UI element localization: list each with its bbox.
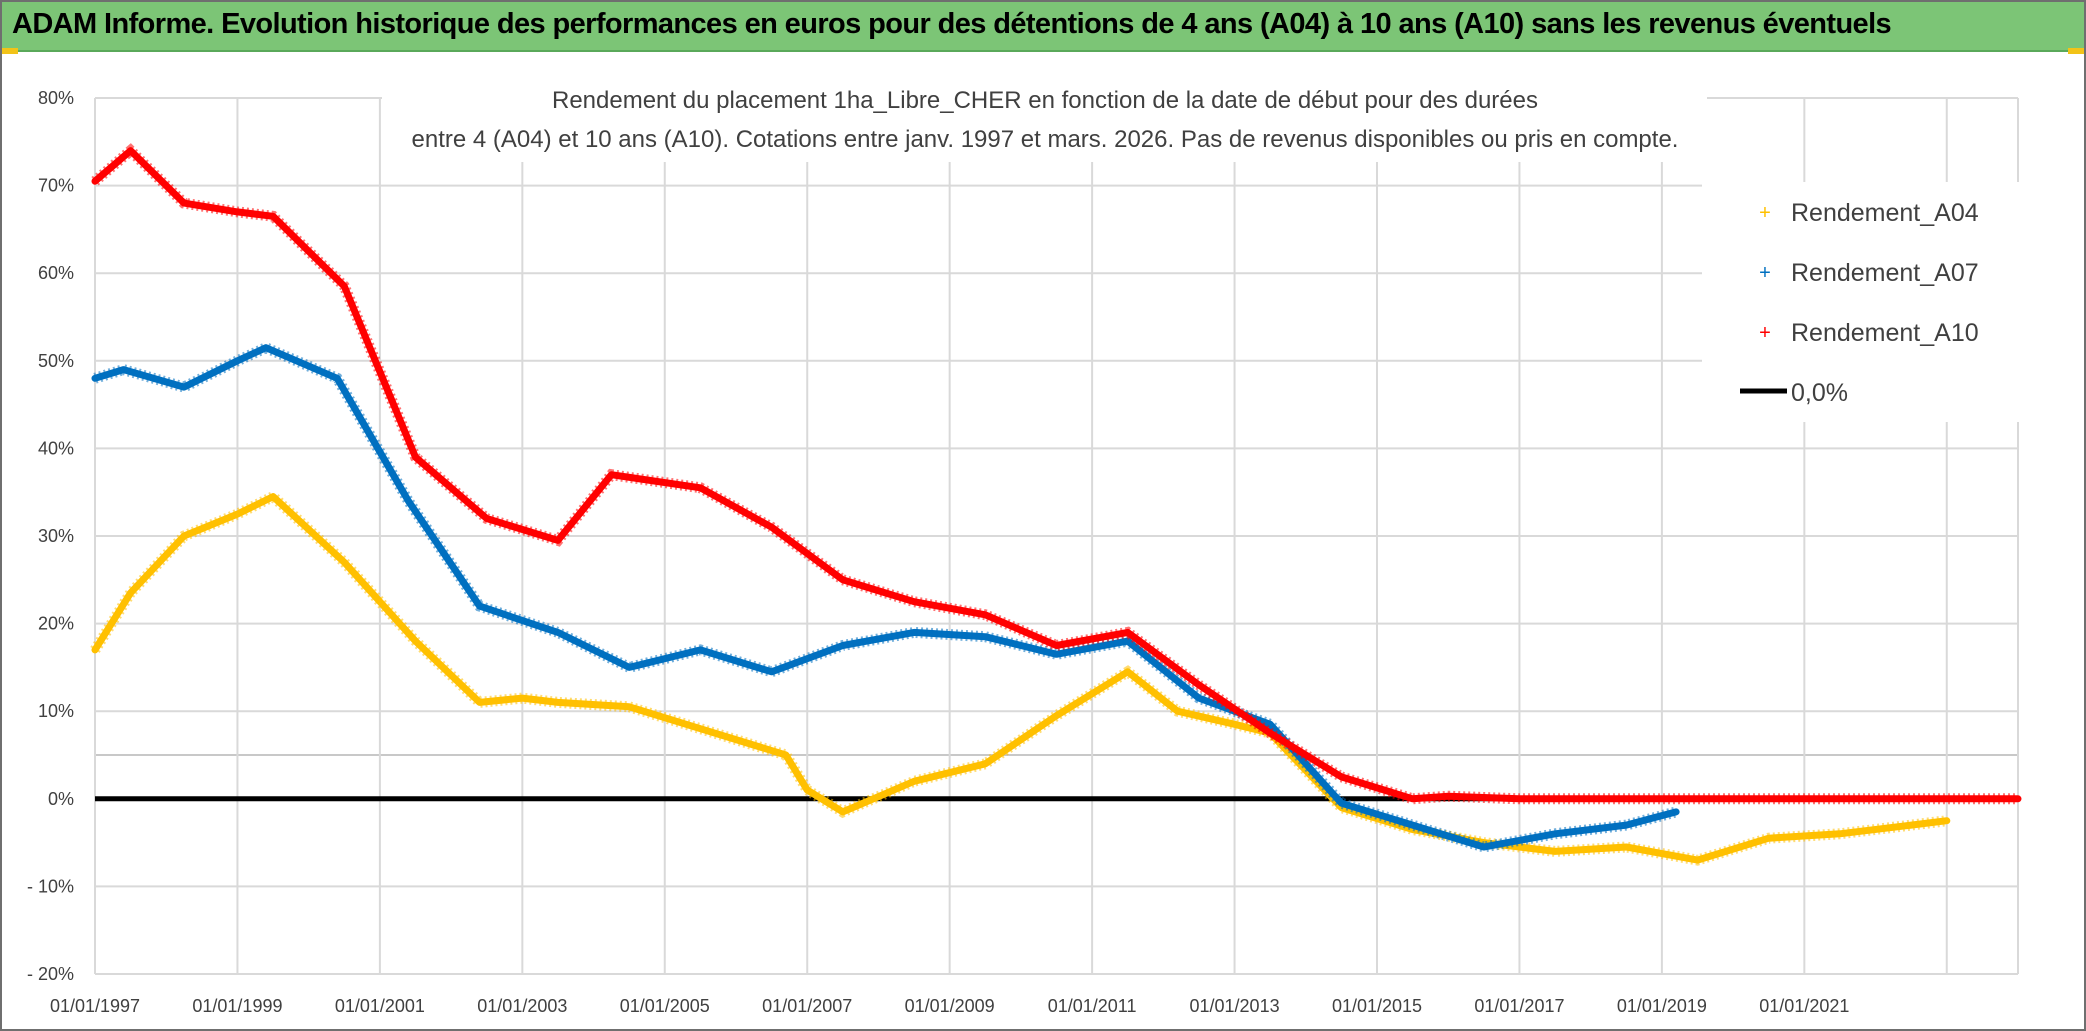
legend-item-a10: + Rendement_A10 bbox=[1759, 319, 1978, 347]
legend-background bbox=[1702, 182, 2020, 422]
legend-marker-a04: + bbox=[1759, 202, 1771, 224]
x-tick-label: 01/01/1997 bbox=[50, 996, 140, 1016]
y-tick-label: 50% bbox=[38, 351, 74, 371]
header-accent-right bbox=[2068, 48, 2084, 54]
x-tick-label: 01/01/2017 bbox=[1474, 996, 1564, 1016]
x-tick-label: 01/01/2013 bbox=[1190, 996, 1280, 1016]
y-tick-label: - 20% bbox=[27, 964, 74, 984]
y-tick-label: 30% bbox=[38, 526, 74, 546]
y-tick-label: 20% bbox=[38, 614, 74, 634]
y-tick-label: 70% bbox=[38, 176, 74, 196]
y-tick-label: 80% bbox=[38, 88, 74, 108]
legend-item-a07: + Rendement_A07 bbox=[1759, 259, 1978, 287]
legend-item-a04: + Rendement_A04 bbox=[1759, 199, 1979, 227]
legend-label-a07: Rendement_A07 bbox=[1791, 259, 1979, 287]
chart-title-background bbox=[382, 77, 1707, 162]
axis-labels: 80% 70% 60% 50% 40% 30% 20% 10% 0% - 10% - 20% 01/0… bbox=[27, 88, 1849, 1016]
legend-marker-a10: + bbox=[1759, 322, 1771, 344]
series-markers-rendement-a10 bbox=[91, 143, 2018, 805]
y-tick-label: 10% bbox=[38, 701, 74, 721]
y-tick-label: 60% bbox=[38, 263, 74, 283]
chart-title-line-1: Rendement du placement 1ha_Libre_CHER en… bbox=[552, 87, 1538, 114]
y-tick-label: 0% bbox=[48, 789, 74, 809]
series-markers-rendement-a07 bbox=[93, 341, 1678, 853]
header-accent-left bbox=[2, 48, 18, 54]
legend-label-a10: Rendement_A10 bbox=[1791, 319, 1979, 347]
chart-title-line-2: entre 4 (A04) et 10 ans (A10). Cotations… bbox=[412, 126, 1679, 153]
x-tick-label: 01/01/2007 bbox=[762, 996, 852, 1016]
x-tick-label: 01/01/1999 bbox=[192, 996, 282, 1016]
legend-label-a04: Rendement_A04 bbox=[1791, 199, 1979, 227]
x-tick-label: 01/01/2015 bbox=[1332, 996, 1422, 1016]
series-line-rendement-a04 bbox=[91, 493, 1951, 864]
x-tick-label: 01/01/2005 bbox=[620, 996, 710, 1016]
legend-item-zero: 0,0% bbox=[1740, 379, 1848, 407]
x-tick-label: 01/01/2019 bbox=[1617, 996, 1707, 1016]
legend: + Rendement_A04 + Rendement_A07 + Rendem… bbox=[1702, 182, 2020, 422]
y-tick-label: - 10% bbox=[27, 876, 74, 896]
y-tick-label: 40% bbox=[38, 438, 74, 458]
legend-marker-a07: + bbox=[1759, 262, 1771, 284]
x-tick-label: 01/01/2003 bbox=[477, 996, 567, 1016]
x-tick-label: 01/01/2001 bbox=[335, 996, 425, 1016]
x-tick-label: 01/01/2021 bbox=[1759, 996, 1849, 1016]
header-bar: ADAM Informe. Evolution historique des p… bbox=[2, 2, 2084, 54]
series-lines bbox=[90, 143, 2022, 866]
legend-label-zero: 0,0% bbox=[1791, 379, 1848, 407]
series-markers-rendement-a04 bbox=[90, 490, 1948, 866]
x-tick-label: 01/01/2011 bbox=[1048, 996, 1137, 1016]
page-title: ADAM Informe. Evolution historique des p… bbox=[12, 8, 1892, 40]
x-tick-label: 01/01/2009 bbox=[905, 996, 995, 1016]
